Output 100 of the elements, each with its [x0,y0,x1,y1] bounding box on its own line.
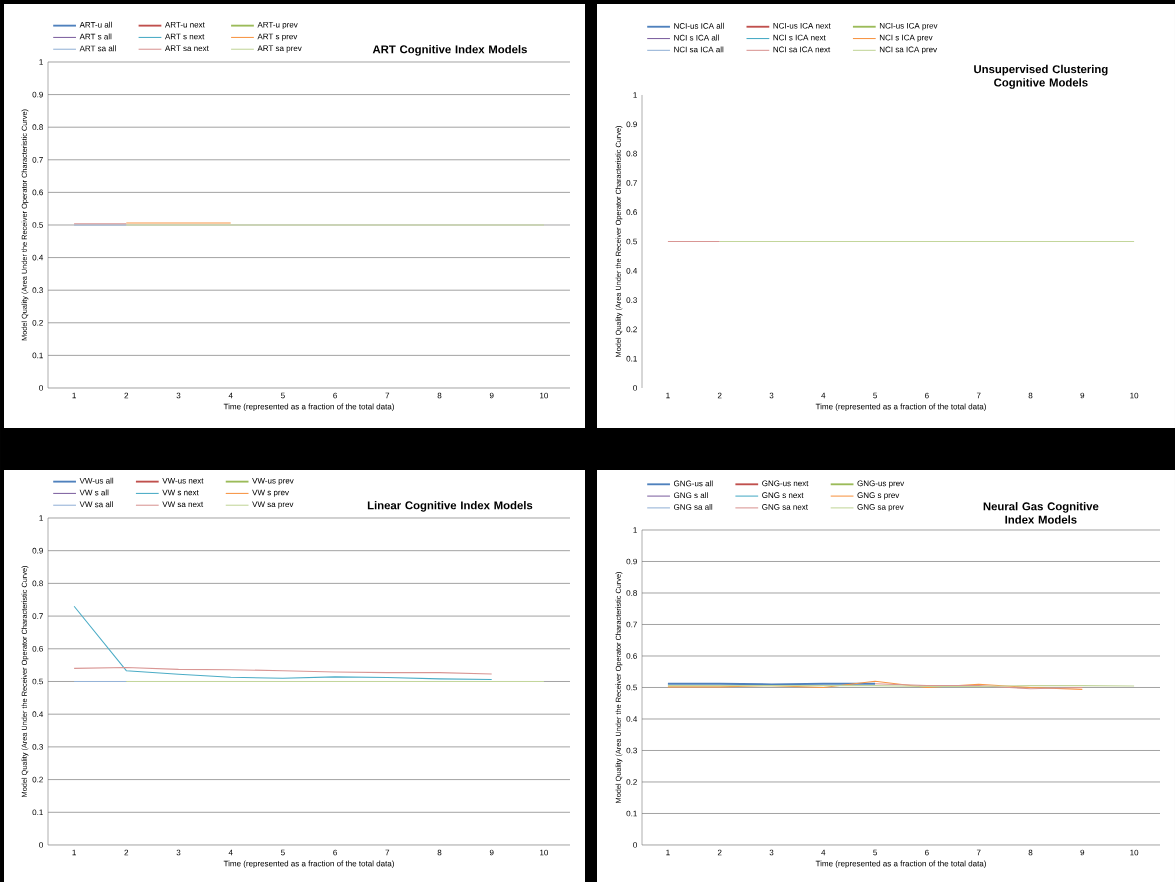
x-tick-label: 9 [489,849,494,856]
x-tick-label: 10 [1130,392,1139,399]
y-tick-label: 0.9 [626,121,637,128]
chart-title: Neural Gas Cognitive Index Models [983,502,1099,524]
legend-label: NCI-us ICA next [773,22,831,29]
y-tick-label: 0.7 [626,180,637,186]
x-tick-label: 7 [385,392,390,399]
x-tick-label: 4 [821,392,826,399]
y-tick-label: 0.6 [626,209,637,216]
x-tick-label: 10 [540,392,549,399]
legend-label: GNG-us all [673,480,713,487]
y-tick-label: 0.4 [626,267,638,274]
y-tick-label: 0 [633,385,637,391]
legend-label: GNG s all [673,492,708,499]
y-tick-label: 0.4 [626,716,638,722]
x-tick-label: 7 [385,849,390,856]
x-tick-label: 7 [976,849,981,856]
x-tick-label: 5 [280,849,285,856]
y-tick-label: 0.2 [626,779,637,785]
y-tick-label: 0.9 [32,91,43,98]
line-series [73,605,493,681]
x-tick-label: 2 [124,849,129,856]
legend-label: GNG sa next [762,504,808,510]
legend-label: ART-u prev [257,21,298,30]
legend-label: NCI sa ICA prev [879,46,938,54]
x-tick-label: 10 [1130,849,1139,856]
line-series [73,666,493,675]
y-tick-label: 0.3 [626,747,637,754]
x-tick-label: 9 [489,392,494,399]
legend-label: ART-u next [164,21,205,28]
x-tick-label: 1 [72,392,76,399]
y-tick-label: 1 [39,515,43,521]
y-tick-label: 0.6 [32,189,43,196]
y-tick-label: 0.8 [626,590,637,596]
legend-label: ART sa next [164,45,209,52]
y-tick-label: 0.7 [626,621,637,628]
x-tick-label: 7 [976,392,981,399]
legend-label: VW s next [162,489,199,496]
legend-label: NCI s ICA all [674,34,719,41]
x-tick-label: 1 [666,849,670,856]
y-tick-label: 0.5 [32,678,43,685]
x-tick-label: 1 [72,849,76,856]
y-tick-label: 0 [39,385,43,391]
x-tick-label: 4 [228,392,233,399]
legend-label: NCI-us ICA all [674,22,724,29]
x-tick-label: 6 [925,392,929,399]
x-tick-label: 10 [540,849,549,856]
y-tick-label: 1 [633,527,637,533]
x-tick-label: 1 [666,392,670,399]
y-tick-label: 0.5 [626,238,637,245]
legend-label: VW s all [79,489,109,496]
y-tick-label: 0.7 [32,156,43,163]
legend-label: GNG sa prev [857,504,904,512]
y-tick-label: 0 [39,842,43,848]
legend-label: NCI s ICA next [773,34,826,41]
x-tick-label: 5 [873,849,877,856]
x-tick-label: 3 [176,849,181,856]
y-tick-label: 0.9 [32,547,43,554]
y-tick-label: 0.6 [626,653,637,659]
y-tick-label: 0.3 [32,287,43,294]
x-tick-label: 8 [437,392,442,399]
y-tick-label: 0.3 [32,744,43,750]
chart-title: ART Cognitive Index Models [372,45,527,56]
x-axis-title: Time (represented as a fraction of the total data) [223,860,394,868]
legend-label: VW sa next [162,501,204,508]
legend-label: VW-us next [162,477,204,484]
legend-label: GNG sa all [673,503,713,510]
y-tick-label: 0.4 [32,254,44,261]
legend-label: ART s next [164,33,205,40]
y-tick-label: 0.5 [626,684,637,691]
legend-label: ART sa prev [257,45,302,53]
x-tick-label: 8 [1028,849,1033,856]
y-tick-label: 0.1 [32,352,43,359]
y-tick-label: 0.1 [32,809,43,816]
y-tick-label: 1 [39,59,43,65]
legend-label: VW sa all [79,501,113,508]
x-axis-title: Time (represented as a fraction of the total data) [815,403,986,411]
legend-label: NCI-us ICA prev [879,22,938,31]
y-tick-label: 0.8 [32,580,43,587]
x-tick-label: 2 [717,392,722,399]
x-tick-label: 5 [280,392,285,399]
x-tick-label: 9 [1080,849,1085,856]
y-tick-label: 0.1 [626,355,637,362]
legend-label: NCI sa ICA next [773,46,831,53]
x-tick-label: 6 [333,392,337,399]
x-tick-label: 3 [769,849,774,856]
y-tick-label: 0.9 [626,558,637,565]
legend-label: NCI sa ICA all [674,46,724,53]
x-tick-label: 8 [437,849,442,856]
y-tick-label: 0.3 [626,297,637,303]
legend-label: GNG-us prev [857,480,905,488]
y-tick-label: 0.2 [626,326,637,333]
legend-label: ART s all [79,33,112,40]
chart-title: Linear Cognitive Index Models [367,501,533,512]
x-tick-label: 6 [333,849,337,856]
x-tick-label: 2 [124,392,129,399]
x-tick-label: 2 [717,849,722,856]
legend-label: VW-us prev [252,477,294,486]
y-tick-label: 0.1 [626,810,637,817]
y-tick-label: 0.8 [32,124,43,131]
